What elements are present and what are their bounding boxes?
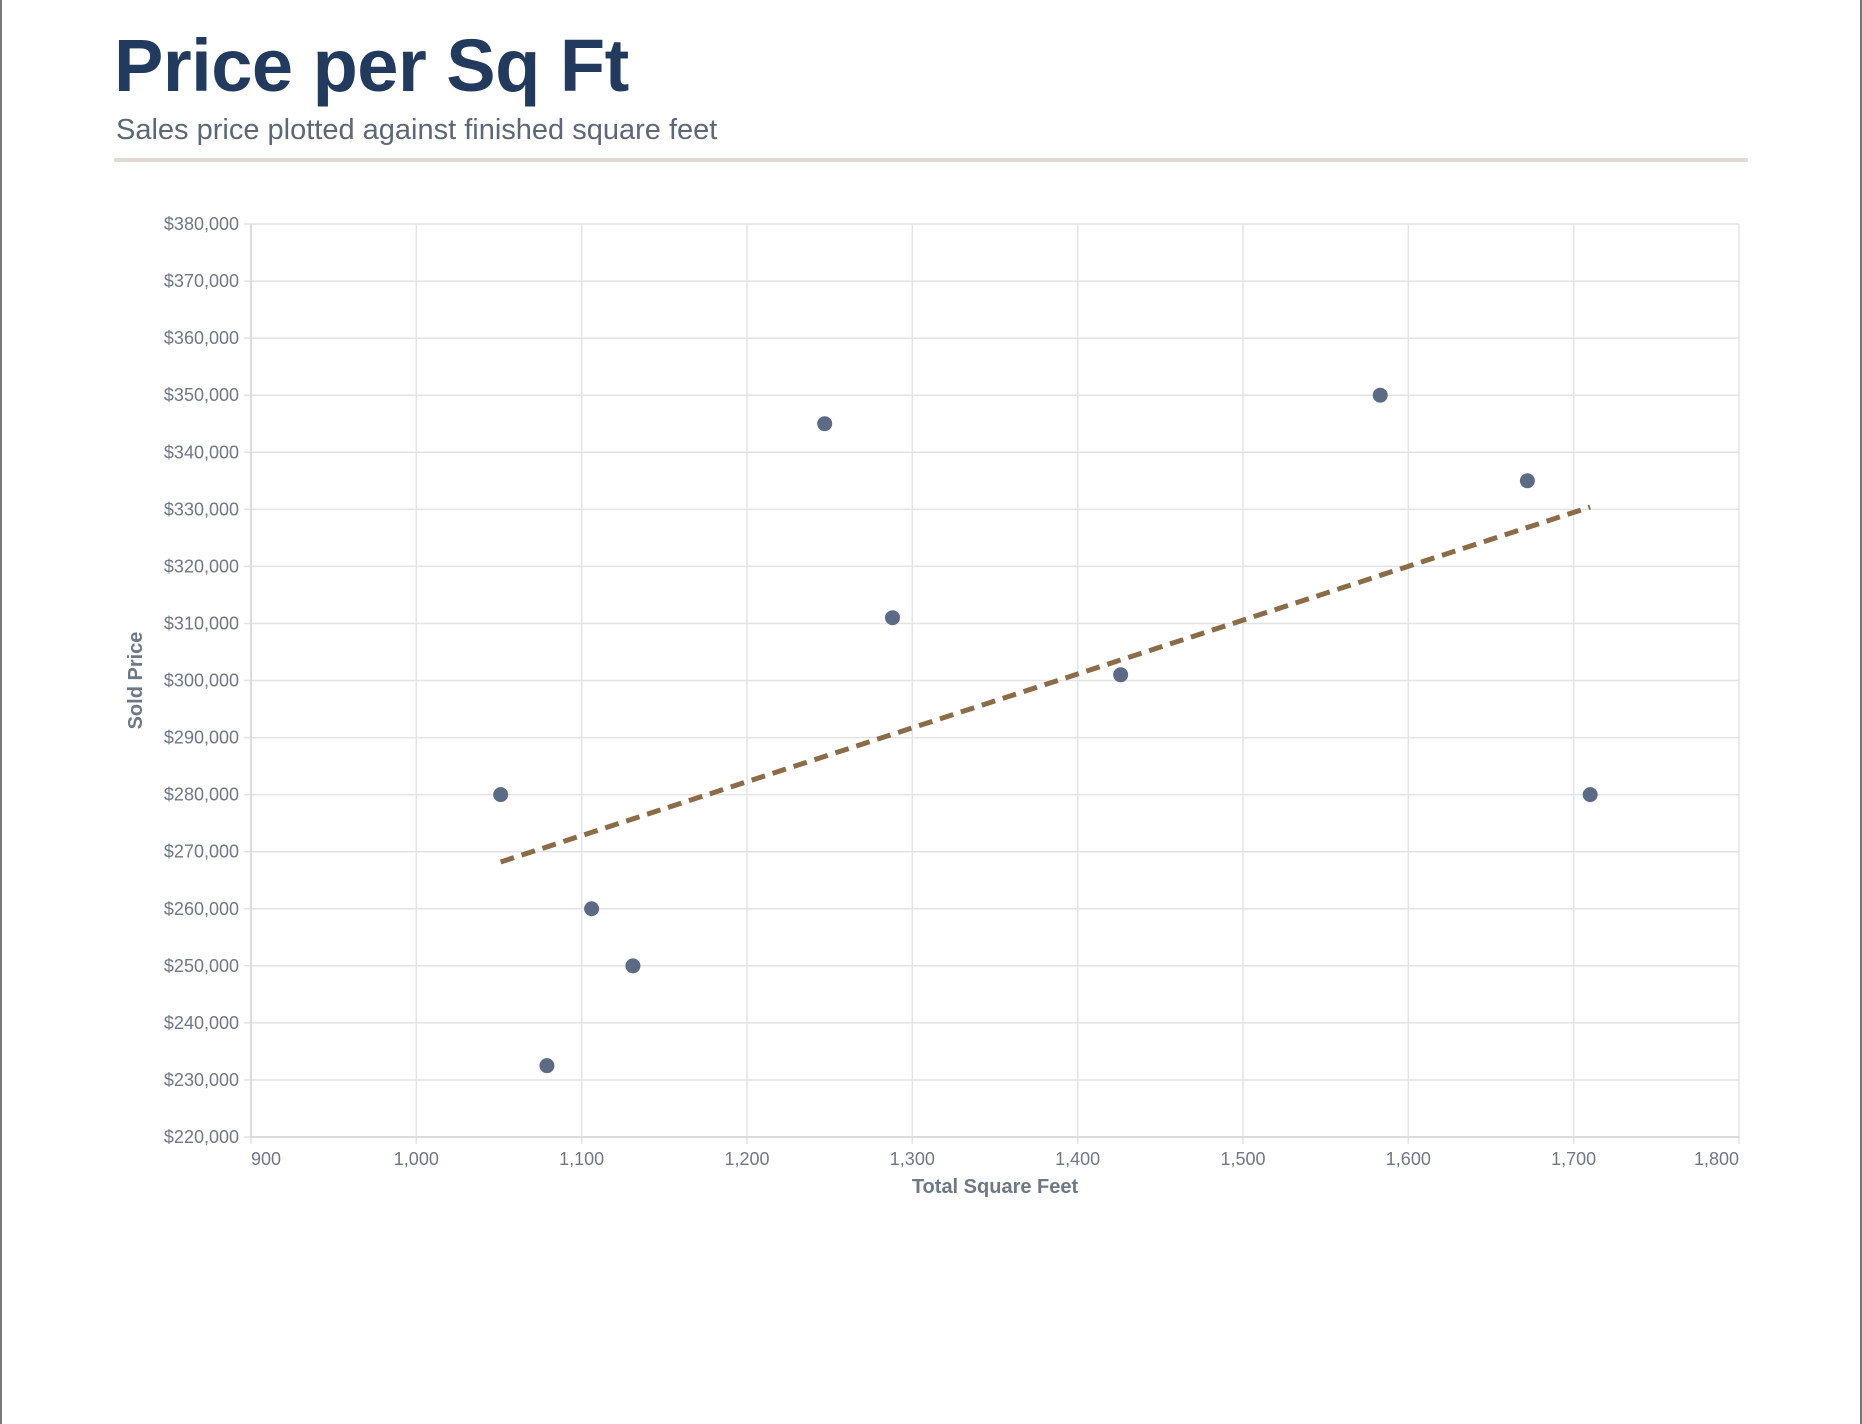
grid-layer [250,223,1740,1138]
y-tick-label: $360,000 [164,328,239,348]
x-tick-label: 1,500 [1220,1149,1265,1169]
trendline-layer [499,504,1591,865]
y-tick-label: $220,000 [164,1127,239,1147]
data-point [1372,387,1388,403]
y-tick-label: $250,000 [164,956,239,976]
y-tick-label: $350,000 [164,385,239,405]
page-subtitle: Sales price plotted against finished squ… [116,114,718,146]
y-tick-label: $280,000 [164,785,239,805]
y-tick-label: $320,000 [164,556,239,576]
data-point [1519,473,1535,489]
axis-layer: $220,000 $230,000 $240,000 $250,000 $260,000… [164,214,1740,1169]
data-point [817,416,833,432]
header-divider [114,158,1748,162]
x-tick-label: 1,100 [559,1149,604,1169]
data-point [493,787,509,803]
y-tick-label: $230,000 [164,1070,239,1090]
y-tick-label: $380,000 [164,214,239,234]
window-right-edge [1860,0,1862,1424]
data-point [539,1058,555,1074]
y-tick-label: $300,000 [164,671,239,691]
y-tick-label: $330,000 [164,499,239,519]
y-tick-label: $340,000 [164,442,239,462]
data-point [1113,667,1129,683]
data-point [584,901,600,917]
chart-header: Price per Sq Ft Sales price plotted agai… [114,22,1748,148]
y-axis-title: Sold Price [125,632,147,730]
x-tick-label: 1,300 [890,1149,935,1169]
data-point [1582,787,1598,803]
trendline [499,504,1591,865]
x-axis-title: Total Square Feet [912,1176,1079,1198]
y-tick-label: $310,000 [164,613,239,633]
x-tick-label: 1,400 [1055,1149,1100,1169]
x-tick-label: 1,000 [394,1149,439,1169]
points-layer [493,387,1598,1074]
window-left-edge [0,0,2,1424]
y-tick-label: $370,000 [164,271,239,291]
y-tick-label: $290,000 [164,728,239,748]
y-tick-label: $260,000 [164,899,239,919]
page-title: Price per Sq Ft [114,24,629,107]
x-tick-label: 1,700 [1551,1149,1596,1169]
x-tick-label: 1,600 [1386,1149,1431,1169]
y-tick-label: $270,000 [164,842,239,862]
data-point [625,958,641,974]
x-tick-label: 1,200 [724,1149,769,1169]
data-point [884,610,900,626]
x-tick-label: 900 [251,1149,281,1169]
x-tick-label: 1,800 [1694,1149,1739,1169]
y-tick-label: $240,000 [164,1013,239,1033]
